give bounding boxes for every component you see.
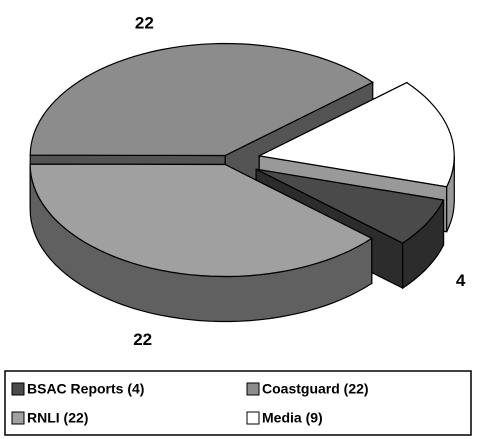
legend-label: RNLI (22) xyxy=(27,410,88,426)
legend-swatch xyxy=(11,382,25,396)
slice xyxy=(29,163,373,278)
slice xyxy=(29,42,374,157)
slice xyxy=(255,168,445,244)
slice xyxy=(257,81,455,188)
legend-box xyxy=(4,370,472,436)
pie: 422229 xyxy=(29,14,466,349)
legend-label: BSAC Reports (4) xyxy=(27,381,144,397)
data-label: 4 xyxy=(456,271,466,290)
legend: BSAC Reports (4) RNLI (22) Coastguard (22)… xyxy=(11,381,369,426)
data-label: 22 xyxy=(135,14,154,33)
legend-swatch xyxy=(246,382,260,396)
slice xyxy=(29,163,373,323)
legend-swatch xyxy=(11,411,25,425)
legend-swatch xyxy=(246,411,260,425)
legend-label: Coastguard (22) xyxy=(262,381,369,397)
data-label: 22 xyxy=(133,330,152,349)
legend-label: Media (9) xyxy=(262,410,323,426)
